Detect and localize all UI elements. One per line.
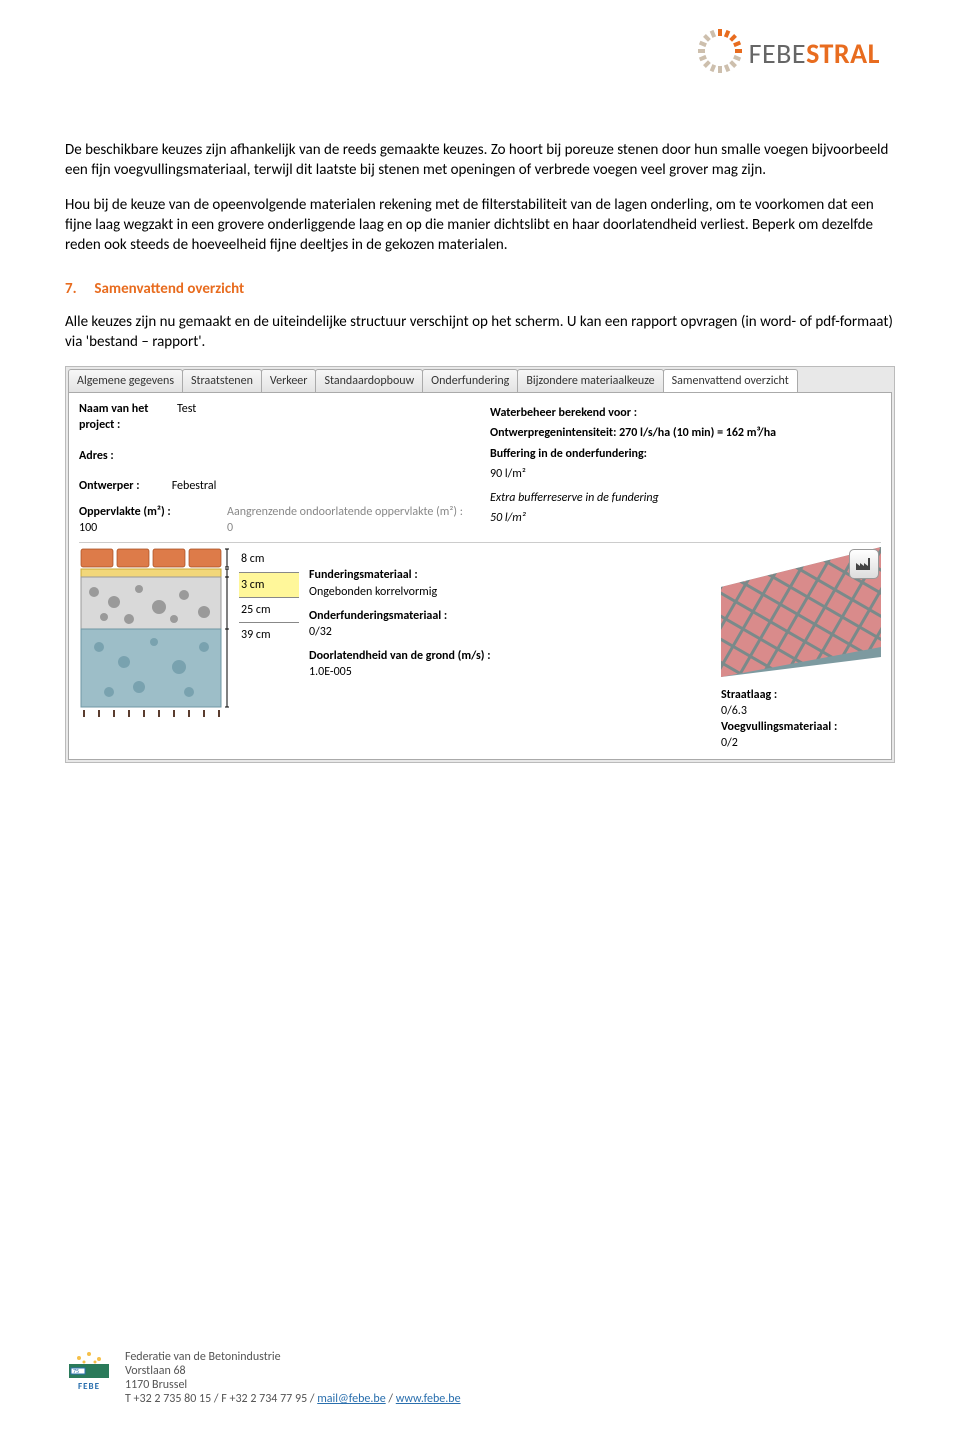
section-title: Samenvattend overzicht xyxy=(94,280,244,298)
febe-logo: 75 FEBE xyxy=(65,1350,113,1392)
paragraph-3: Alle keuzes zijn nu gemaakt en de uitein… xyxy=(65,312,895,353)
project-name-value: Test xyxy=(177,401,196,417)
joint-material-label: Voegvullingsmateriaal : xyxy=(721,719,881,735)
buffering-label: Buffering in de onderfundering: xyxy=(490,446,881,462)
paragraph-1: De beschikbare keuzes zijn afhankelijk v… xyxy=(65,140,895,181)
subfoundation-material-value: 0/32 xyxy=(309,624,711,640)
surface-label: Oppervlakte (m²) : xyxy=(79,504,219,520)
tab-bijzondere[interactable]: Bijzondere materiaalkeuze xyxy=(517,369,663,392)
footer-url-link[interactable]: www.febe.be xyxy=(396,1392,461,1406)
dim-2: 25 cm xyxy=(239,598,299,623)
permeability-value: 1.0E-005 xyxy=(309,664,711,680)
tab-verkeer[interactable]: Verkeer xyxy=(261,369,317,392)
tab-standaardopbouw[interactable]: Standaardopbouw xyxy=(315,369,423,392)
footer-mail-link[interactable]: mail@febe.be xyxy=(317,1392,385,1406)
page-footer: 75 FEBE Federatie van de Betonindustrie … xyxy=(65,1350,461,1406)
design-intensity: Ontwerpregenintensiteit: 270 l/s/ha (10 … xyxy=(490,425,881,441)
footer-contact-prefix: T +32 2 735 80 15 / F +32 2 734 77 95 / xyxy=(125,1392,317,1406)
project-name-label: Naam van het project : xyxy=(79,401,169,433)
svg-text:75: 75 xyxy=(73,1367,79,1375)
section-heading: 7. Samenvattend overzicht xyxy=(65,279,895,299)
section-number: 7. xyxy=(65,279,91,299)
febe-text: FEBE xyxy=(65,1381,113,1392)
tab-bar: Algemene gegevens Straatstenen Verkeer S… xyxy=(68,369,892,392)
brand-part2: STRAL xyxy=(806,36,880,71)
joint-material-value: 0/2 xyxy=(721,735,881,751)
foundation-material-value: Ongebonden korrelvormig xyxy=(309,584,711,600)
tab-onderfundering[interactable]: Onderfundering xyxy=(422,369,518,392)
tab-straatstenen[interactable]: Straatstenen xyxy=(182,369,262,392)
brand-logo: FEBESTRAL xyxy=(697,28,880,79)
adjacent-surface-label: Aangrenzende ondoorlatende oppervlakte (… xyxy=(227,504,463,520)
paragraph-2: Hou bij de keuze van de opeenvolgende ma… xyxy=(65,195,895,256)
tab-samenvattend[interactable]: Samenvattend overzicht xyxy=(663,369,798,392)
factory-icon[interactable] xyxy=(849,549,879,579)
sunburst-icon xyxy=(697,28,743,79)
buffering-value: 90 l/m² xyxy=(490,466,881,482)
street-layer-label: Straatlaag : xyxy=(721,687,881,703)
dim-0: 8 cm xyxy=(239,547,299,572)
footer-sep: / xyxy=(386,1392,396,1406)
subfoundation-material-label: Onderfunderingsmateriaal : xyxy=(309,608,711,624)
brand-part1: FEBE xyxy=(749,36,806,71)
adjacent-surface-value: 0 xyxy=(227,520,463,536)
dim-1: 3 cm xyxy=(239,573,299,598)
water-management-label: Waterbeheer berekend voor : xyxy=(490,405,881,421)
footer-org: Federatie van de Betonindustrie xyxy=(125,1350,461,1364)
summary-screenshot: Algemene gegevens Straatstenen Verkeer S… xyxy=(65,366,895,763)
extra-buffer-value: 50 l/m² xyxy=(490,510,881,526)
dim-3: 39 cm xyxy=(239,623,299,647)
address-label: Adres : xyxy=(79,449,114,463)
designer-label: Ontwerper : xyxy=(79,478,169,494)
surface-value: 100 xyxy=(79,520,219,536)
permeability-label: Doorlatendheid van de grond (m/s) : xyxy=(309,648,711,664)
footer-street: Vorstlaan 68 xyxy=(125,1364,461,1378)
designer-value: Febestral xyxy=(172,479,217,493)
footer-city: 1170 Brussel xyxy=(125,1378,461,1392)
layer-dimensions: 8 cm 3 cm 25 cm 39 cm xyxy=(239,547,299,751)
tab-algemene[interactable]: Algemene gegevens xyxy=(68,369,183,392)
foundation-material-label: Funderingsmateriaal : xyxy=(309,567,711,583)
extra-buffer-label: Extra bufferreserve in de fundering xyxy=(490,490,881,506)
cross-section-diagram xyxy=(79,547,229,751)
street-layer-value: 0/6.3 xyxy=(721,703,881,719)
